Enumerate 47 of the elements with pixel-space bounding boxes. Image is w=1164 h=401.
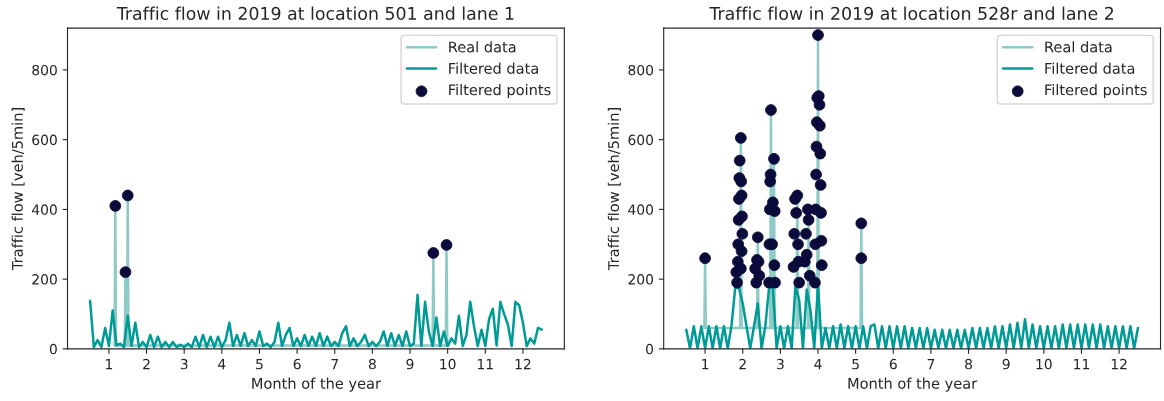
x-tick-label: 5 <box>852 359 859 370</box>
legend-label: Filtered points <box>1045 84 1147 99</box>
x-axis-title: Month of the year <box>252 377 381 392</box>
chart-title: Traffic flow in 2019 at location 528r and lane 2 <box>709 6 1114 20</box>
x-tick-label: 11 <box>477 359 493 370</box>
chart-title: Traffic flow in 2019 at location 501 and lane 1 <box>116 6 514 20</box>
x-tick-label: 12 <box>515 358 531 370</box>
legend-label: Real data <box>449 41 516 53</box>
x-tick-label: 4 <box>814 359 822 370</box>
legend-label: Filtered data <box>1045 62 1135 74</box>
y-tick-label: 0 <box>646 343 654 355</box>
y-tick-label: 0 <box>49 343 57 355</box>
x-tick-label: 2 <box>143 358 150 370</box>
x-tick-label: 1 <box>106 359 113 370</box>
x-tick-label: 7 <box>331 359 338 370</box>
y-tick-label: 200 <box>628 274 654 285</box>
y-tick-label: 200 <box>32 274 57 285</box>
x-tick-label: 11 <box>1074 359 1090 370</box>
x-tick-label: 5 <box>256 359 263 370</box>
x-tick-label: 10 <box>1036 358 1052 370</box>
x-tick-label: 2 <box>739 358 746 370</box>
x-tick-label: 8 <box>965 358 973 370</box>
x-tick-label: 6 <box>293 358 301 370</box>
y-tick-label: 600 <box>32 134 57 146</box>
legend-label: Filtered points <box>449 84 551 99</box>
x-axis-title: Month of the year <box>848 377 978 392</box>
y-tick-label: 400 <box>31 204 57 215</box>
x-tick-label: 9 <box>406 358 414 370</box>
y-tick-label: 800 <box>628 64 654 76</box>
x-tick-label: 4 <box>218 359 226 370</box>
y-axis-title: Traffic flow [veh/5min] <box>11 108 25 271</box>
x-tick-label: 8 <box>368 358 376 370</box>
legend-label: Real data <box>1045 41 1112 53</box>
y-tick-label: 600 <box>628 134 654 146</box>
x-tick-label: 6 <box>889 358 897 370</box>
legend-label: Filtered data <box>449 62 538 74</box>
y-tick-label: 400 <box>628 204 654 215</box>
x-tick-label: 1 <box>702 359 709 370</box>
x-tick-label: 10 <box>440 358 456 370</box>
y-tick-label: 800 <box>32 64 57 76</box>
x-tick-label: 3 <box>777 358 784 370</box>
x-tick-label: 9 <box>1002 358 1010 370</box>
x-tick-label: 12 <box>1111 358 1127 370</box>
y-axis-title: Traffic flow [veh/5min] <box>607 108 621 271</box>
line-series <box>88 293 543 349</box>
x-tick-label: 7 <box>927 359 935 370</box>
x-tick-label: 3 <box>180 358 188 370</box>
